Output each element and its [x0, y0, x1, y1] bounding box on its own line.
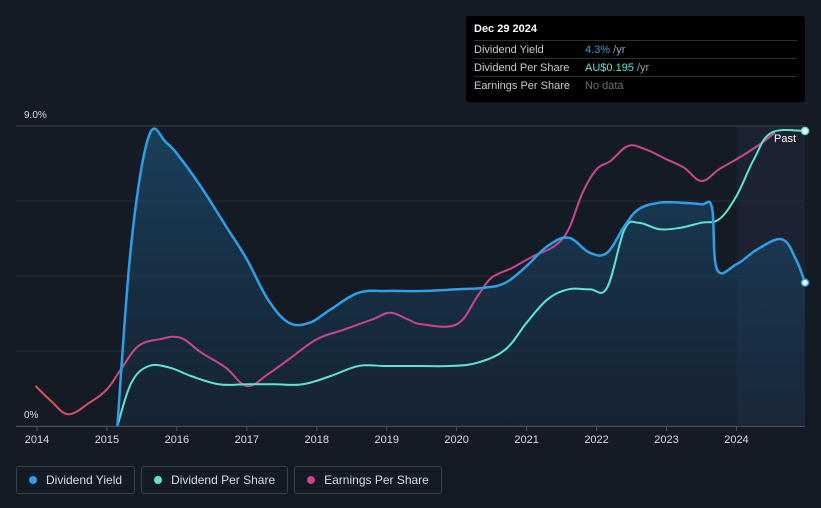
tooltip-value-unit: /yr — [633, 61, 650, 74]
x-tick-label: 2017 — [235, 434, 259, 446]
series-group — [34, 126, 810, 427]
legend: Dividend Yield Dividend Per Share Earnin… — [16, 466, 442, 494]
legend-item-earnings-per-share[interactable]: Earnings Per Share — [294, 466, 442, 494]
tooltip-value-number: 4.3% — [585, 43, 611, 56]
tooltip-value: No data — [585, 80, 624, 92]
x-tick-label: 2018 — [305, 434, 329, 446]
tooltip-row-earnings-per-share: Earnings Per Share No data — [474, 76, 797, 94]
dividend-yield-line — [116, 127, 807, 427]
past-label: Past — [774, 133, 796, 145]
x-tick-label: 2023 — [654, 434, 678, 446]
tooltip-row-dividend-per-share: Dividend Per Share AU$0.195 /yr — [474, 58, 797, 76]
dividend-per-share-end-marker — [800, 126, 810, 136]
x-tick-label: 2014 — [25, 434, 49, 446]
y-tick-label-top: 9.0% — [24, 110, 47, 121]
tooltip-label: Dividend Yield — [474, 43, 544, 56]
x-tick-label: 2021 — [514, 434, 538, 446]
legend-label: Dividend Yield — [46, 473, 123, 487]
x-axis: 2014 2015 2016 2017 2018 2019 2020 2021 2022 2023… — [25, 426, 749, 446]
tooltip-label: Earnings Per Share — [474, 79, 570, 92]
legend-item-dividend-yield[interactable]: Dividend Yield — [16, 466, 136, 494]
tooltip-value-number: No data — [585, 79, 624, 92]
tooltip-row-dividend-yield: Dividend Yield 4.3% /yr — [474, 40, 797, 58]
legend-label: Dividend Per Share — [171, 473, 276, 487]
tooltip-value: AU$0.195 /yr — [585, 62, 649, 74]
x-tick-label: 2022 — [584, 434, 608, 446]
earnings-per-share-line — [34, 131, 776, 416]
chart-svg: 2014 2015 2016 2017 2018 2019 2020 2021 2022 2023… — [16, 110, 810, 446]
dividend-yield-end-marker — [800, 278, 810, 287]
legend-dot-icon — [154, 476, 163, 484]
tooltip-value-unit: /yr — [610, 43, 626, 56]
dividend-yield-area — [117, 128, 805, 426]
x-tick-label: 2015 — [95, 434, 119, 446]
legend-item-dividend-per-share[interactable]: Dividend Per Share — [141, 466, 289, 494]
tooltip-panel: Dec 29 2024 Dividend Yield 4.3% /yr Divi… — [466, 16, 805, 102]
tooltip-value-number: AU$0.195 — [585, 61, 634, 74]
tooltip-label: Dividend Per Share — [474, 61, 570, 74]
x-tick-label: 2016 — [165, 434, 189, 446]
tooltip-date: Dec 29 2024 — [474, 23, 537, 35]
legend-dot-icon — [307, 476, 316, 484]
x-tick-label: 2019 — [374, 434, 398, 446]
tooltip-value: 4.3% /yr — [585, 44, 625, 56]
y-tick-label-bottom: 0% — [24, 410, 39, 421]
x-tick-label: 2024 — [724, 434, 748, 446]
legend-label: Earnings Per Share — [324, 473, 429, 487]
legend-dot-icon — [29, 476, 37, 484]
dividend-per-share-line — [116, 129, 806, 427]
x-tick-label: 2020 — [444, 434, 468, 446]
